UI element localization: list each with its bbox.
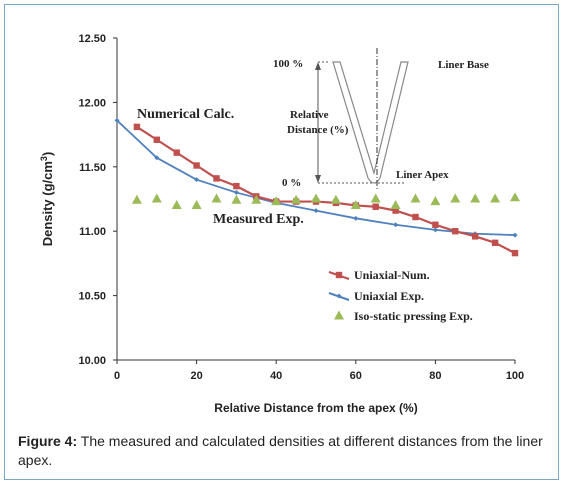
data-point-uniaxial-num	[153, 136, 160, 143]
x-tick-label: 40	[270, 370, 282, 382]
y-tick-label: 10.50	[78, 291, 106, 303]
y-axis-label: Density (g/cm3)	[39, 152, 55, 247]
figure-caption: Figure 4: The measured and calculated de…	[18, 432, 548, 470]
axes	[116, 38, 515, 361]
data-point-uniaxial-num	[472, 233, 479, 240]
data-point-iso-static-pressing-exp	[490, 193, 501, 203]
inset-base-label: Liner Base	[438, 59, 489, 71]
inset-top-label: 100 %	[273, 58, 303, 70]
x-tick-label: 20	[190, 370, 202, 382]
data-point-uniaxial-num	[372, 203, 379, 210]
data-point-uniaxial-exp	[114, 117, 120, 123]
measured-annotation: Measured Exp.	[213, 212, 304, 227]
y-tick-label: 10.00	[78, 355, 106, 367]
data-point-iso-static-pressing-exp	[470, 193, 481, 203]
series-iso-static-pressing-exp	[131, 192, 520, 209]
data-point-iso-static-pressing-exp	[171, 199, 182, 209]
liner-outline	[332, 61, 409, 184]
data-point-uniaxial-num	[412, 213, 419, 221]
data-point-iso-static-pressing-exp	[450, 193, 461, 203]
data-point-uniaxial-num	[432, 221, 439, 228]
legend-marker-iso-static-pressing-exp	[334, 310, 344, 320]
legend: Uniaxial-Num. Uniaxial Exp. Iso-static pre…	[328, 268, 473, 323]
data-point-iso-static-pressing-exp	[350, 199, 361, 209]
legend-label-uniaxial-num: Uniaxial-Num.	[354, 268, 430, 282]
y-axis-label-main: Density (g/cm	[40, 161, 55, 246]
liner-inset-diagram: 100 % 0 % Liner Base Liner Apex Relative…	[273, 48, 489, 190]
data-point-iso-static-pressing-exp	[151, 193, 162, 203]
data-point-iso-static-pressing-exp	[510, 192, 520, 202]
data-point-iso-static-pressing-exp	[370, 193, 381, 203]
figure-label: Figure 4:	[18, 433, 78, 449]
y-axis-label-sup: 3	[39, 156, 49, 161]
inset-bottom-label: 0 %	[282, 177, 301, 189]
y-axis-label-end: )	[40, 152, 55, 156]
y-tick-label: 11.50	[79, 162, 106, 174]
data-point-iso-static-pressing-exp	[291, 194, 302, 204]
data-point-uniaxial-num	[491, 239, 499, 246]
legend-label-uniaxial-exp: Uniaxial Exp.	[354, 289, 424, 303]
data-point-iso-static-pressing-exp	[271, 196, 282, 206]
x-tick-label: 0	[114, 370, 120, 382]
inset-distance-label: Distance (%)	[287, 124, 349, 136]
data-point-uniaxial-num	[452, 228, 459, 235]
figure-frame	[4, 4, 559, 480]
y-tick-label: 12.50	[78, 33, 106, 45]
data-point-iso-static-pressing-exp	[410, 193, 421, 203]
series-uniaxial-num	[133, 123, 519, 257]
data-point-iso-static-pressing-exp	[231, 194, 242, 204]
data-point-uniaxial-num	[213, 175, 220, 182]
x-tick-label: 60	[350, 370, 362, 382]
data-point-uniaxial-num	[173, 149, 180, 156]
data-point-iso-static-pressing-exp	[251, 194, 262, 204]
ticks: 0 20 40 60 80 100 10.00 10.50 11.00 11.50 12.00 12.…	[78, 33, 524, 382]
caption-text: The measured and calculated densities at…	[18, 433, 543, 468]
numerical-annotation: Numerical Calc.	[137, 107, 234, 122]
series-line-uniaxial-exp	[116, 119, 516, 236]
y-tick-label: 12.00	[78, 97, 106, 109]
legend-marker-uniaxial-num	[335, 271, 343, 279]
data-point-iso-static-pressing-exp	[430, 196, 441, 206]
data-point-uniaxial-num	[233, 182, 240, 190]
data-point-uniaxial-num	[193, 162, 200, 169]
data-point-uniaxial-exp	[432, 227, 438, 233]
legend-label-iso-static-pressing-exp: Iso-static pressing Exp.	[354, 309, 473, 323]
data-point-iso-static-pressing-exp	[191, 199, 202, 209]
data-point-uniaxial-num	[133, 123, 141, 131]
inset-arrow-down	[315, 175, 321, 183]
data-point-iso-static-pressing-exp	[390, 199, 401, 209]
data-point-uniaxial-exp	[393, 222, 399, 228]
data-point-iso-static-pressing-exp	[330, 194, 341, 204]
inset-arrow-up	[315, 62, 321, 70]
data-point-uniaxial-exp	[194, 177, 200, 183]
inset-apex-label: Liner Apex	[396, 169, 449, 181]
data-point-uniaxial-num	[392, 207, 399, 214]
x-tick-label: 100	[506, 370, 524, 382]
data-point-uniaxial-exp	[233, 190, 239, 196]
x-axis-label: Relative Distance from the apex (%)	[214, 401, 417, 415]
data-point-uniaxial-exp	[313, 208, 319, 214]
series-layer	[114, 117, 520, 257]
data-point-iso-static-pressing-exp	[311, 193, 321, 203]
legend-marker-uniaxial-exp	[336, 293, 342, 299]
inset-relative-label: Relative	[290, 109, 329, 121]
data-point-uniaxial-exp	[154, 155, 160, 161]
series-line-uniaxial-num	[136, 125, 516, 255]
chart: 0 20 40 60 80 100 10.00 10.50 11.00 11.50 12.00 12.…	[39, 33, 524, 415]
x-tick-label: 80	[429, 370, 441, 382]
data-point-uniaxial-num	[511, 249, 519, 257]
data-point-uniaxial-exp	[512, 232, 518, 238]
data-point-uniaxial-exp	[353, 215, 359, 221]
data-point-iso-static-pressing-exp	[211, 193, 222, 203]
data-point-iso-static-pressing-exp	[131, 194, 142, 204]
y-tick-label: 11.00	[79, 226, 106, 238]
